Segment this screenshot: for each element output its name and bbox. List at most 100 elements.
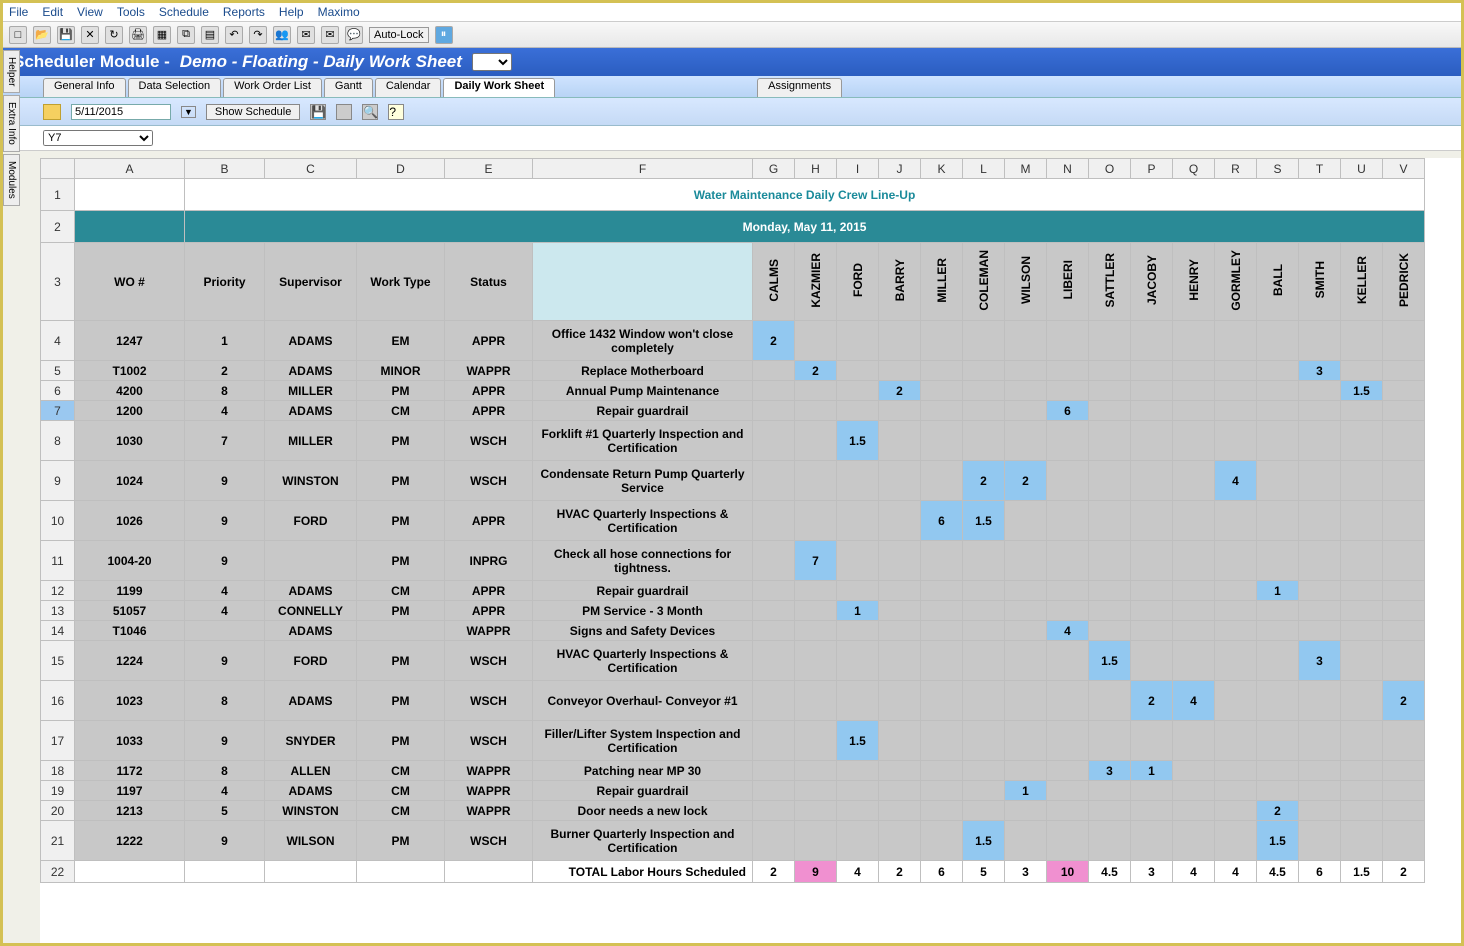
menu-view[interactable]: View bbox=[77, 5, 103, 19]
cell-crew[interactable] bbox=[1341, 361, 1383, 381]
cell-st[interactable]: WSCH bbox=[445, 421, 533, 461]
cell-crew[interactable] bbox=[1089, 781, 1131, 801]
cell-wo[interactable]: T1046 bbox=[75, 621, 185, 641]
row-header-2[interactable]: 2 bbox=[41, 211, 75, 243]
cell-description[interactable]: Patching near MP 30 bbox=[533, 761, 753, 781]
cell-crew[interactable] bbox=[1215, 541, 1257, 581]
row-header-22[interactable]: 22 bbox=[41, 861, 75, 883]
cell-crew[interactable] bbox=[753, 541, 795, 581]
cell-wo[interactable]: 1033 bbox=[75, 721, 185, 761]
cell-crew[interactable] bbox=[1047, 821, 1089, 861]
cell-pr[interactable]: 4 bbox=[185, 781, 265, 801]
cell-crew[interactable] bbox=[1005, 541, 1047, 581]
cell-crew[interactable] bbox=[1383, 401, 1425, 421]
cell-crew[interactable] bbox=[753, 641, 795, 681]
cell-crew[interactable] bbox=[1299, 801, 1341, 821]
cell-crew[interactable] bbox=[879, 461, 921, 501]
cell-wo[interactable]: 1172 bbox=[75, 761, 185, 781]
cell-crew[interactable] bbox=[1299, 421, 1341, 461]
cell-crew[interactable] bbox=[1383, 381, 1425, 401]
cell-st[interactable]: APPR bbox=[445, 401, 533, 421]
col-header-O[interactable]: O bbox=[1089, 159, 1131, 179]
cell-sup[interactable]: ADAMS bbox=[265, 681, 357, 721]
row-header-11[interactable]: 11 bbox=[41, 541, 75, 581]
cell-description[interactable]: Filler/Lifter System Inspection and Cert… bbox=[533, 721, 753, 761]
cell-crew[interactable] bbox=[795, 761, 837, 781]
cell-crew[interactable] bbox=[1173, 761, 1215, 781]
cell-crew[interactable] bbox=[1047, 581, 1089, 601]
cell-st[interactable]: WAPPR bbox=[445, 781, 533, 801]
cell-crew[interactable] bbox=[1341, 541, 1383, 581]
cell-crew[interactable] bbox=[1005, 321, 1047, 361]
cell-crew[interactable] bbox=[795, 821, 837, 861]
cell-crew[interactable] bbox=[1005, 421, 1047, 461]
cell-st[interactable]: WAPPR bbox=[445, 761, 533, 781]
cell-pr[interactable]: 4 bbox=[185, 601, 265, 621]
users-icon[interactable]: 👥 bbox=[273, 26, 291, 44]
cell-crew[interactable] bbox=[1005, 501, 1047, 541]
cell-wo[interactable]: 1030 bbox=[75, 421, 185, 461]
cell-crew[interactable] bbox=[1215, 721, 1257, 761]
row-header-8[interactable]: 8 bbox=[41, 421, 75, 461]
cell-pr[interactable]: 9 bbox=[185, 821, 265, 861]
cell-crew[interactable] bbox=[837, 681, 879, 721]
cell-crew[interactable] bbox=[879, 581, 921, 601]
cell-crew[interactable] bbox=[879, 421, 921, 461]
cell-crew[interactable] bbox=[963, 381, 1005, 401]
cell-wt[interactable]: PM bbox=[357, 541, 445, 581]
cell-st[interactable]: WAPPR bbox=[445, 621, 533, 641]
cell-crew[interactable] bbox=[1131, 641, 1173, 681]
cell-crew[interactable] bbox=[1257, 721, 1299, 761]
cell-wt[interactable]: PM bbox=[357, 381, 445, 401]
row-header-1[interactable]: 1 bbox=[41, 179, 75, 211]
cell-sup[interactable]: ADAMS bbox=[265, 361, 357, 381]
cell-wt[interactable]: PM bbox=[357, 721, 445, 761]
cell-crew[interactable] bbox=[1383, 541, 1425, 581]
cell-wo[interactable]: 1247 bbox=[75, 321, 185, 361]
cell-crew[interactable] bbox=[1299, 681, 1341, 721]
cell-crew[interactable] bbox=[963, 781, 1005, 801]
cell-description[interactable]: Annual Pump Maintenance bbox=[533, 381, 753, 401]
cell-crew[interactable] bbox=[795, 801, 837, 821]
cell-crew[interactable] bbox=[879, 601, 921, 621]
row-header-16[interactable]: 16 bbox=[41, 681, 75, 721]
row-header-15[interactable]: 15 bbox=[41, 641, 75, 681]
cell-crew[interactable] bbox=[795, 401, 837, 421]
cell-crew[interactable] bbox=[1131, 501, 1173, 541]
cell-crew[interactable] bbox=[753, 501, 795, 541]
cell-crew[interactable]: 3 bbox=[1089, 761, 1131, 781]
cell-crew[interactable] bbox=[753, 401, 795, 421]
cell-crew[interactable] bbox=[1215, 641, 1257, 681]
menu-reports[interactable]: Reports bbox=[223, 5, 265, 19]
cell-crew[interactable]: 6 bbox=[921, 501, 963, 541]
cell-crew[interactable] bbox=[963, 621, 1005, 641]
menu-help[interactable]: Help bbox=[279, 5, 304, 19]
cell-pr[interactable]: 5 bbox=[185, 801, 265, 821]
cell-crew[interactable] bbox=[963, 641, 1005, 681]
col-header-D[interactable]: D bbox=[357, 159, 445, 179]
cell-wo[interactable]: 1199 bbox=[75, 581, 185, 601]
cell-crew[interactable] bbox=[1341, 681, 1383, 721]
cell-sup[interactable]: ADAMS bbox=[265, 581, 357, 601]
mail2-icon[interactable]: ✉ bbox=[321, 26, 339, 44]
cell-crew[interactable] bbox=[921, 781, 963, 801]
cell-crew[interactable] bbox=[1005, 801, 1047, 821]
cell-crew[interactable] bbox=[921, 801, 963, 821]
cell-crew[interactable] bbox=[921, 601, 963, 621]
cell-crew[interactable] bbox=[879, 361, 921, 381]
cell-crew[interactable] bbox=[1131, 381, 1173, 401]
lock-icon[interactable]: ⏸ bbox=[435, 26, 453, 44]
cell-description[interactable]: Office 1432 Window won't close completel… bbox=[533, 321, 753, 361]
cell-description[interactable]: Repair guardrail bbox=[533, 401, 753, 421]
cell-crew[interactable] bbox=[1215, 781, 1257, 801]
cell-crew[interactable] bbox=[1005, 641, 1047, 681]
cell-crew[interactable] bbox=[753, 581, 795, 601]
tab-data-selection[interactable]: Data Selection bbox=[128, 78, 222, 97]
cell-crew[interactable]: 4 bbox=[1215, 461, 1257, 501]
cell-st[interactable]: WSCH bbox=[445, 721, 533, 761]
cell-description[interactable]: Burner Quarterly Inspection and Certific… bbox=[533, 821, 753, 861]
cell-crew[interactable] bbox=[1299, 601, 1341, 621]
cell-wt[interactable]: PM bbox=[357, 461, 445, 501]
cell-crew[interactable] bbox=[1215, 321, 1257, 361]
cell-crew[interactable] bbox=[1215, 501, 1257, 541]
